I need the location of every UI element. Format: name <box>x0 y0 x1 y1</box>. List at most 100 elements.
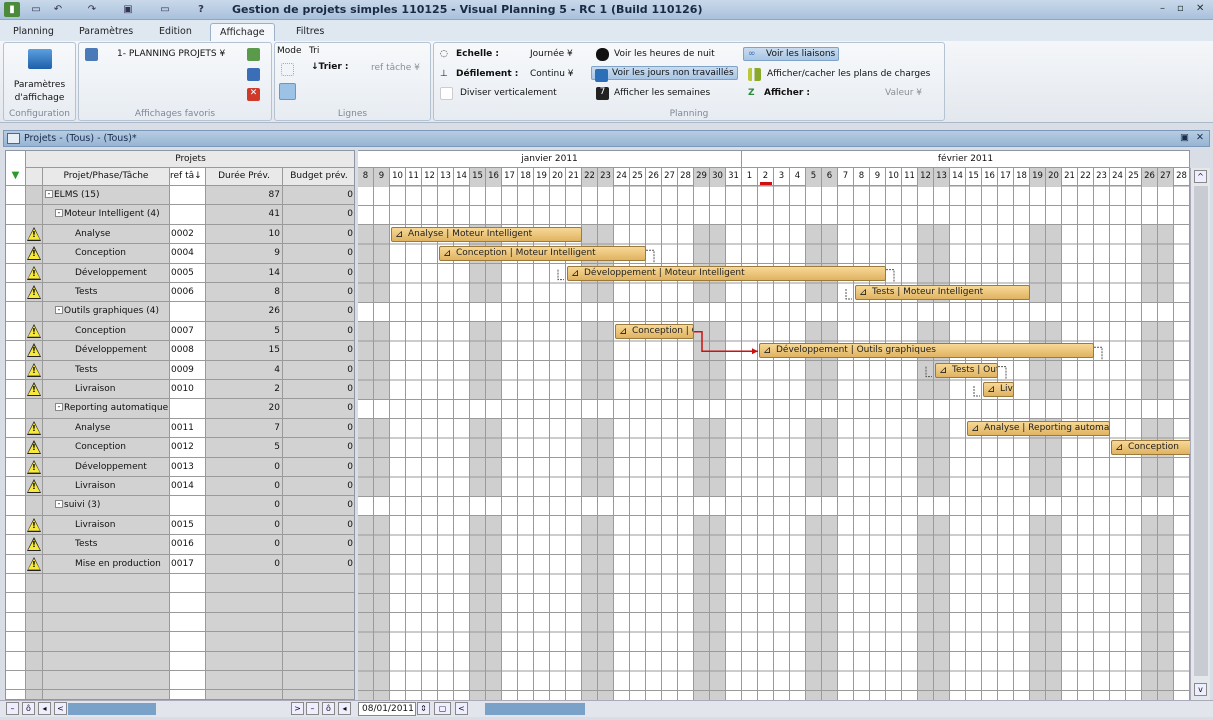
column-header-duree[interactable]: Durée Prév. <box>206 168 283 186</box>
undo-icon[interactable]: ↶ <box>53 4 63 15</box>
task-name-cell[interactable]: Tests <box>43 360 170 379</box>
link-line[interactable] <box>925 346 1103 378</box>
column-header-name[interactable]: Projet/Phase/Tâche <box>43 168 170 186</box>
scroll-thumb[interactable] <box>1194 186 1208 676</box>
table-row[interactable] <box>6 632 354 652</box>
task-bar[interactable]: Liv <box>983 382 1014 397</box>
task-name-cell[interactable]: Livraison <box>43 477 170 496</box>
table-row[interactable]: - ELMS (15) 87 0 <box>6 186 354 206</box>
table-row[interactable]: - Outils graphiques (4) 26 0 <box>6 302 354 322</box>
split-checkbox[interactable] <box>440 87 453 100</box>
minimize-button[interactable]: – <box>1160 3 1165 14</box>
sound-icon-2[interactable]: ◂ <box>338 702 351 715</box>
scroll-up-button[interactable]: ^ <box>1194 170 1207 183</box>
heures-nuit-button[interactable]: Voir les heures de nuit <box>614 49 715 59</box>
help-button[interactable]: ? <box>198 4 204 15</box>
task-bar[interactable]: Tests | Out <box>935 362 998 378</box>
link-line[interactable] <box>973 366 1007 397</box>
task-bar[interactable]: Conception <box>1111 440 1190 456</box>
task-bar[interactable]: Analyse | Moteur Intelligent <box>391 226 582 242</box>
filter-icon[interactable]: ▼ <box>6 151 26 186</box>
date-spinner[interactable]: ⇕ <box>417 702 430 715</box>
task-name-cell[interactable]: Tests <box>43 535 170 554</box>
jours-non-travailles-button[interactable]: Voir les jours non travaillés <box>591 66 738 80</box>
task-bar[interactable]: Développement | Moteur Intelligent <box>567 265 886 281</box>
gantt-hscroll-thumb[interactable] <box>485 703 585 715</box>
task-name-cell[interactable]: Mise en production <box>43 554 170 573</box>
task-name-cell[interactable]: Développement <box>43 341 170 360</box>
collapse-icon[interactable]: - <box>55 403 63 412</box>
task-name-cell[interactable]: Livraison <box>43 380 170 399</box>
add-favorite-icon[interactable] <box>247 48 260 61</box>
collapse-button[interactable]: – <box>6 702 19 715</box>
collapse-button-2[interactable]: – <box>306 702 319 715</box>
scroll-right-button[interactable]: > <box>291 702 304 715</box>
delete-icon[interactable]: ✕ <box>247 88 260 101</box>
task-name-cell[interactable]: - Reporting automatique (4 <box>43 399 170 418</box>
afficher-select[interactable]: Valeur ¥ <box>885 88 923 98</box>
collapse-icon[interactable]: - <box>55 500 63 509</box>
tab-parametres[interactable]: Paramètres <box>79 26 134 37</box>
collapse-icon[interactable]: - <box>45 190 53 198</box>
close-button[interactable]: ✕ <box>1196 3 1205 14</box>
redo-icon[interactable]: ↷ <box>87 4 97 15</box>
table-row[interactable] <box>6 690 354 699</box>
left-hscroll-thumb[interactable] <box>68 703 156 715</box>
display-icon[interactable]: ▣ <box>123 4 133 15</box>
table-row[interactable] <box>6 671 354 691</box>
table-row[interactable] <box>6 593 354 613</box>
calendar-button[interactable]: ▢ <box>434 702 451 715</box>
maximize-button[interactable]: ▫ <box>1177 3 1184 14</box>
task-name-cell[interactable]: - suivi (3) <box>43 496 170 515</box>
column-header-budget[interactable]: Budget prév. <box>283 168 354 186</box>
table-row[interactable]: - Moteur Intelligent (4) 41 0 <box>6 205 354 225</box>
task-bar[interactable]: Développement | Outils graphiques <box>759 343 1094 359</box>
sound-icon[interactable]: ◂ <box>38 702 51 715</box>
link-line[interactable] <box>694 331 758 352</box>
tab-edition[interactable]: Edition <box>159 26 192 37</box>
task-bar[interactable]: Tests | Moteur Intelligent <box>855 285 1030 300</box>
tab-affichage[interactable]: Affichage <box>210 23 275 41</box>
table-row[interactable] <box>6 612 354 633</box>
lock-icon-2[interactable]: ô <box>322 702 335 715</box>
task-bar[interactable]: Analyse | Reporting automatiq <box>967 420 1110 436</box>
scroll-down-button[interactable]: v <box>1194 683 1207 696</box>
echelle-select[interactable]: Journée ¥ <box>530 49 573 59</box>
save-icon[interactable] <box>247 68 260 81</box>
task-name-cell[interactable]: - ELMS (15) <box>43 186 170 205</box>
tab-filtres[interactable]: Filtres <box>296 26 325 37</box>
semaines-button[interactable]: Afficher les semaines <box>614 88 711 98</box>
task-name-cell[interactable]: Analyse <box>43 418 170 438</box>
collapse-icon[interactable]: - <box>55 306 63 315</box>
table-row[interactable]: - suivi (3) 0 0 <box>6 496 354 516</box>
panel-close-button[interactable]: ✕ <box>1196 132 1204 143</box>
screen-icon[interactable]: ▭ <box>160 4 170 15</box>
task-name-cell[interactable]: - Outils graphiques (4) <box>43 302 170 321</box>
link-line[interactable] <box>557 249 655 281</box>
plans-charges-button[interactable]: Afficher/cacher les plans de charges <box>767 69 931 79</box>
tab-planning[interactable]: Planning <box>13 26 54 37</box>
panel-restore-button[interactable]: ▣ <box>1180 132 1189 143</box>
scroll-left-button[interactable]: < <box>54 702 67 715</box>
parametres-affichage-button[interactable]: Paramètres d'affichage <box>4 79 75 105</box>
date-input[interactable]: 08/01/2011 <box>358 702 416 716</box>
favorite-select[interactable]: 1- PLANNING PROJETS ¥ <box>117 49 226 59</box>
table-row[interactable] <box>6 651 354 671</box>
task-name-cell[interactable]: - Moteur Intelligent (4) <box>43 205 170 224</box>
task-name-cell[interactable]: Tests <box>43 283 170 302</box>
column-header-ref[interactable]: ref tâ↓ <box>170 168 206 186</box>
mode-grid-icon[interactable] <box>281 63 294 76</box>
